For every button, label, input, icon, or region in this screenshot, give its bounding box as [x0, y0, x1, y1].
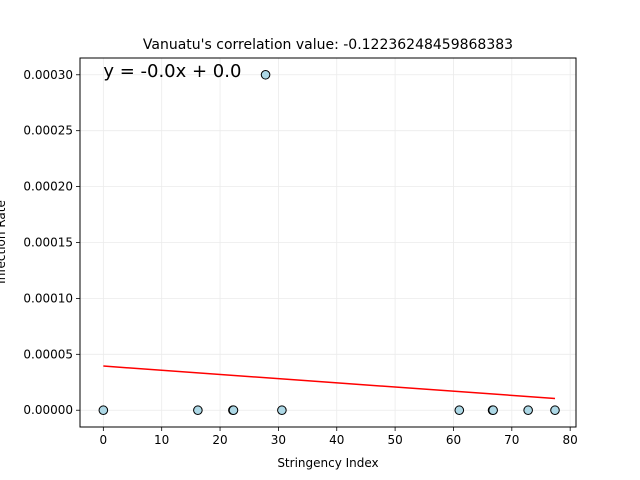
data-points: [98, 69, 560, 416]
y-tick-label: 0.00025: [23, 124, 73, 138]
x-tick-label: 70: [504, 433, 519, 447]
y-axis-ticks: 0.00000 0.00005 0.00010 0.00015 0.00020 0.000…: [23, 68, 80, 417]
x-tick-label: 20: [212, 433, 227, 447]
data-point: [277, 405, 287, 416]
grid-lines: [80, 58, 576, 427]
data-point: [488, 405, 498, 416]
regression-equation-annotation: y = -0.0x + 0.0: [103, 61, 241, 82]
data-point: [550, 405, 560, 416]
x-tick-label: 0: [100, 433, 108, 447]
x-axis-label: Stringency Index: [277, 456, 378, 470]
data-point: [228, 405, 239, 416]
chart-title: Vanuatu's correlation value: -0.12236248…: [143, 37, 513, 53]
y-tick-label: 0.00005: [23, 347, 73, 361]
x-tick-label: 30: [271, 433, 286, 447]
x-tick-label: 80: [563, 433, 578, 447]
data-point: [98, 405, 109, 416]
data-point: [454, 405, 465, 416]
data-point: [523, 405, 533, 416]
x-axis-ticks: 0 10 20 30 40 50 60 70 80: [100, 427, 578, 447]
fit-line-group: [103, 365, 556, 400]
data-point: [193, 405, 203, 416]
y-tick-label: 0.00000: [23, 403, 73, 417]
y-axis-label: Infection Rate: [0, 200, 8, 284]
x-tick-label: 40: [329, 433, 344, 447]
regression-fit-line: [103, 365, 556, 400]
data-point: [260, 69, 271, 80]
x-tick-label: 60: [446, 433, 461, 447]
y-tick-label: 0.00010: [23, 291, 73, 305]
x-tick-label: 50: [387, 433, 402, 447]
x-tick-label: 10: [154, 433, 169, 447]
y-tick-label: 0.00015: [23, 236, 73, 250]
y-tick-label: 0.00020: [23, 180, 73, 194]
y-tick-label: 0.00030: [23, 68, 73, 82]
